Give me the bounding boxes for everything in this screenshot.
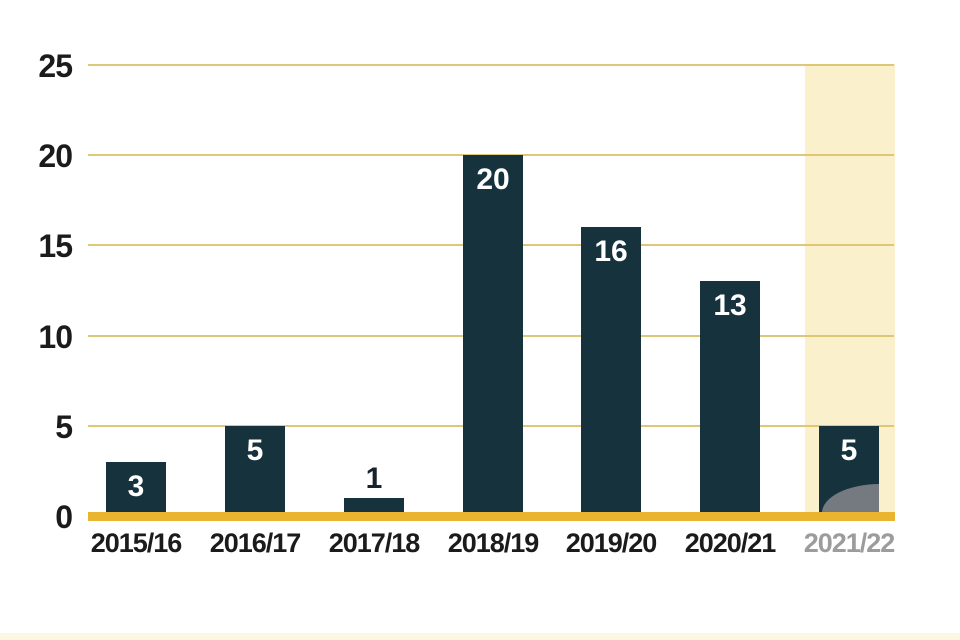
bar-value-label-2016-17: 5 xyxy=(246,434,264,467)
bar-2019-20: 16 xyxy=(581,227,641,513)
bar-2017-18 xyxy=(344,498,404,513)
x-tick-label-2021-22: 2021/22 xyxy=(803,528,896,558)
y-tick-label-15: 15 xyxy=(38,228,73,264)
x-axis-baseline xyxy=(88,512,895,521)
x-tick-label-2015-16: 2015/16 xyxy=(90,528,183,558)
decorative-gray-arc xyxy=(822,484,879,513)
y-tick-label-25: 25 xyxy=(38,48,73,84)
x-tick-label-2017-18: 2017/18 xyxy=(328,528,421,558)
bar-value-label-2018-19: 20 xyxy=(476,163,510,196)
bar-2018-19: 20 xyxy=(463,155,523,513)
x-tick-label-2016-17: 2016/17 xyxy=(209,528,302,558)
y-tick-label-0: 0 xyxy=(55,499,73,535)
gridline-25 xyxy=(88,64,894,66)
bar-2016-17: 5 xyxy=(225,426,285,513)
x-tick-label-2018-19: 2018/19 xyxy=(447,528,540,558)
bar-value-label-2019-20: 16 xyxy=(594,235,628,268)
bar-2020-21: 13 xyxy=(700,281,760,513)
bar-value-label-2021-22: 5 xyxy=(840,434,858,467)
y-tick-label-10: 10 xyxy=(38,319,73,355)
bar-value-label-2015-16: 3 xyxy=(127,470,145,503)
x-tick-label-2020-21: 2020/21 xyxy=(684,528,777,558)
y-tick-label-5: 5 xyxy=(55,409,73,445)
x-tick-label-2019-20: 2019/20 xyxy=(565,528,658,558)
cropped-content-strip xyxy=(0,633,960,640)
y-tick-label-20: 20 xyxy=(38,138,73,174)
bar-2021-22: 5 xyxy=(819,426,879,513)
bar-value-label-2017-18: 1 xyxy=(365,462,383,495)
bar-2015-16: 3 xyxy=(106,462,166,513)
bar-value-label-2020-21: 13 xyxy=(713,289,747,322)
